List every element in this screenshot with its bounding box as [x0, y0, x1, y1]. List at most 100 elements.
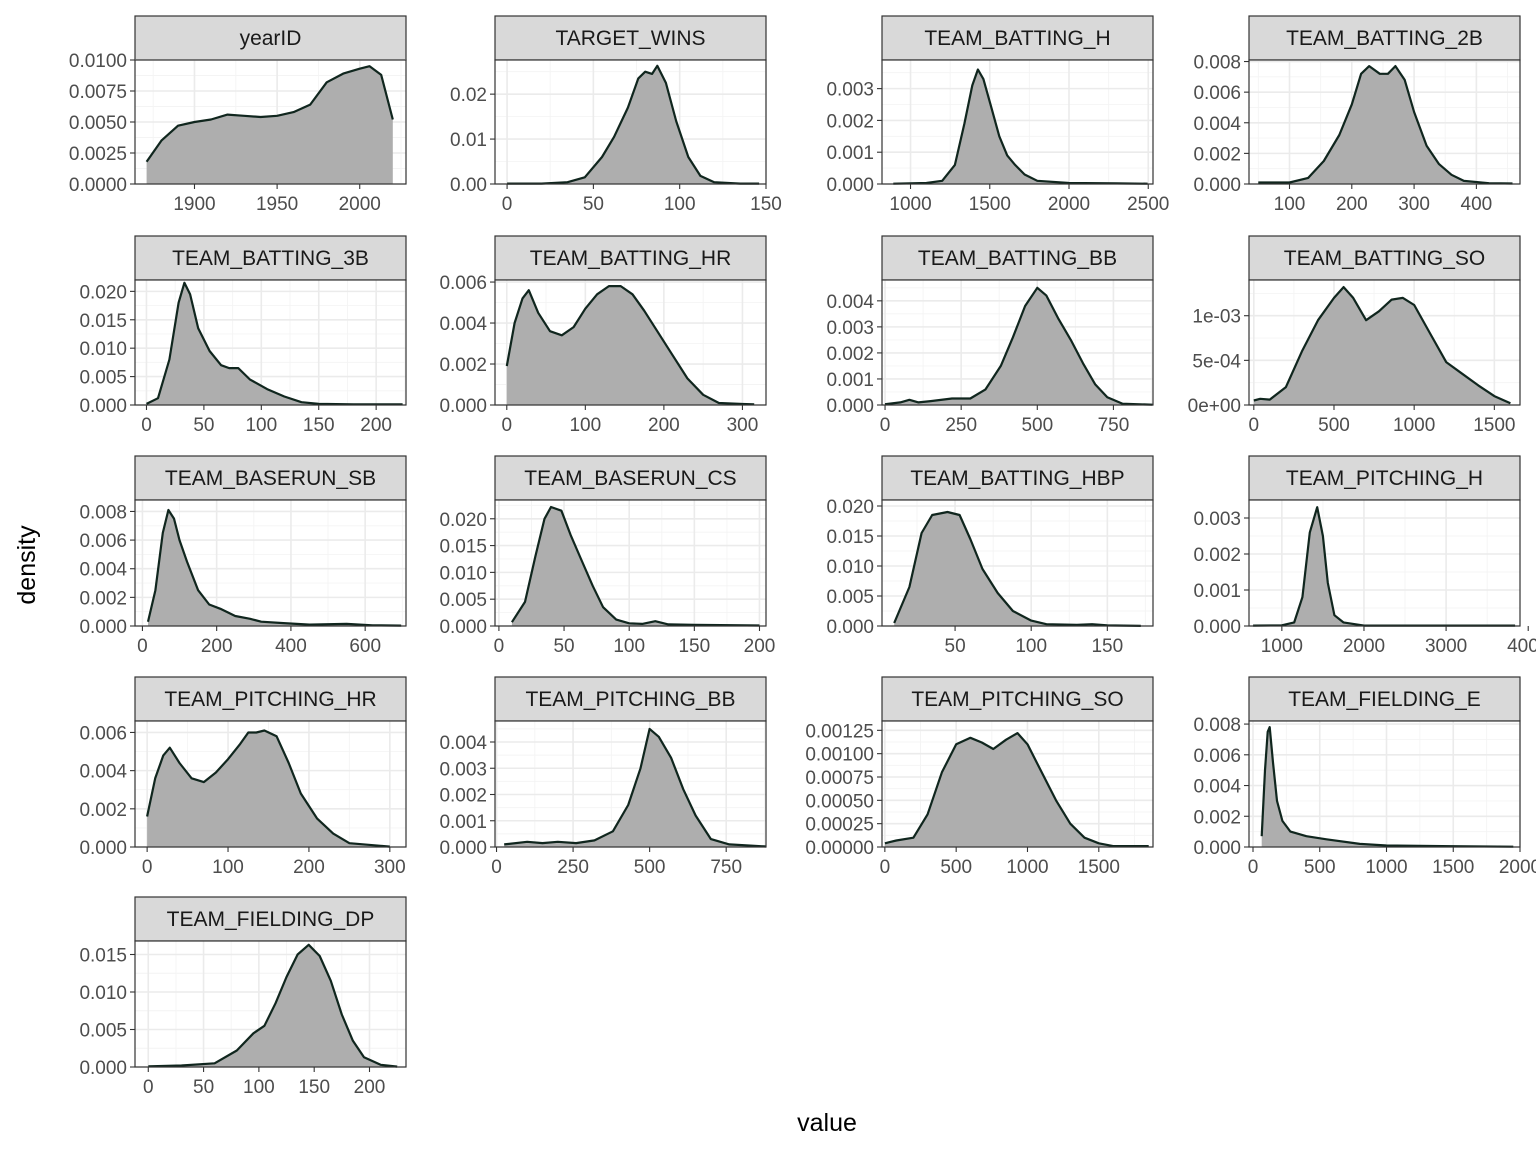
facet-team-baserun-cs: TEAM_BASERUN_CS 0 50 100 150 200 0.000 0.005 0.0…	[439, 455, 775, 657]
y-tick-label: 0.006	[1193, 83, 1241, 104]
panel-border-team-baserun-cs	[494, 499, 767, 627]
y-tick-label: 0.004	[439, 314, 487, 335]
strip-label-team-batting-hbp: TEAM_BATTING_HBP	[910, 467, 1124, 490]
x-tick-label: 50	[193, 1077, 214, 1098]
y-tick-label: 0.0025	[69, 144, 127, 165]
strip-team-pitching-hr	[134, 676, 407, 722]
y-tick-label: 0.000	[79, 838, 127, 859]
density-line-team-batting-3b	[146, 281, 403, 406]
y-tick-label: 0.00000	[805, 838, 874, 859]
y-tick-label: 1e-03	[1192, 307, 1241, 328]
y-tick-label: 0.004	[79, 762, 127, 783]
density-area-team-batting-hbp	[894, 512, 1141, 626]
facet-team-batting-hr: TEAM_BATTING_HR 0 100 200 300 0.000 0.002 0.004…	[439, 235, 767, 436]
density-line-team-batting-2b	[1258, 65, 1513, 185]
panel-border-team-baserun-sb	[134, 499, 407, 627]
strip-label-yearid: yearID	[240, 27, 302, 50]
y-tick-label: 0.010	[826, 557, 874, 578]
x-tick-label: 150	[298, 1077, 330, 1098]
strip-team-batting-2b	[1248, 15, 1521, 61]
density-line-team-batting-h	[893, 68, 1148, 185]
facet-target-wins: TARGET_WINS 0 50 100 150 0.00 0.01 0.02	[450, 15, 782, 215]
x-tick-label: 0	[143, 1077, 154, 1098]
density-area-yearid	[146, 66, 393, 184]
x-tick-label: 750	[710, 857, 742, 878]
panel-border-team-batting-hr	[494, 279, 767, 406]
x-tick-label: 50	[945, 636, 966, 657]
y-tick-label: 0.000	[439, 396, 487, 417]
strip-team-pitching-bb	[494, 676, 767, 722]
x-tick-label: 0	[137, 636, 148, 657]
y-tick-label: 0.001	[826, 370, 874, 391]
density-line-team-batting-hbp	[893, 510, 1141, 627]
panel-border-team-fielding-e	[1248, 720, 1521, 848]
x-tick-label: 0	[880, 857, 891, 878]
y-tick-label: 0.00	[450, 175, 487, 196]
x-tick-label: 50	[553, 636, 574, 657]
x-tick-label: 100	[243, 1077, 275, 1098]
x-tick-label: 500	[1318, 415, 1350, 436]
panel-border-team-batting-2b	[1248, 59, 1521, 185]
density-line-team-batting-hr	[505, 285, 755, 406]
strip-label-team-fielding-dp: TEAM_FIELDING_DP	[167, 908, 375, 931]
y-tick-label: 0.0000	[69, 175, 127, 196]
y-tick-label: 0.00100	[805, 745, 874, 766]
y-tick-label: 0.005	[79, 1021, 127, 1042]
y-tick-label: 0.000	[1193, 617, 1241, 638]
y-tick-label: 0.004	[1193, 114, 1241, 135]
y-tick-label: 0.015	[826, 527, 874, 548]
strip-team-baserun-sb	[134, 455, 407, 501]
y-tick-label: 0.004	[79, 560, 127, 581]
x-tick-label: 150	[303, 415, 335, 436]
strip-yearid	[134, 15, 407, 61]
facet-team-batting-h: TEAM_BATTING_H 1000 1500 2000 2500 0.000 0.001…	[826, 15, 1169, 215]
y-tick-label: 0.01	[450, 130, 487, 151]
density-area-team-pitching-h	[1253, 507, 1516, 626]
x-tick-label: 300	[727, 415, 759, 436]
y-tick-label: 0.00050	[805, 791, 874, 812]
facet-team-batting-3b: TEAM_BATTING_3B 0 50 100 150 200 0.000 0.005 0.0…	[79, 235, 407, 436]
x-tick-label: 500	[1304, 857, 1336, 878]
x-tick-label: 500	[1021, 415, 1053, 436]
density-area-team-batting-2b	[1258, 66, 1513, 184]
y-tick-label: 0.005	[79, 368, 127, 389]
x-tick-label: 100	[1015, 636, 1047, 657]
y-tick-label: 0.001	[1193, 581, 1241, 602]
y-tick-label: 0.003	[826, 80, 874, 101]
strip-label-team-pitching-bb: TEAM_PITCHING_BB	[525, 688, 735, 711]
x-tick-label: 1000	[1365, 857, 1407, 878]
y-tick-label: 0.020	[439, 510, 487, 531]
x-tick-label: 200	[201, 636, 233, 657]
density-area-team-pitching-bb	[504, 728, 766, 847]
y-tick-label: 0.000	[79, 396, 127, 417]
panel-border-target-wins	[494, 59, 767, 185]
x-tick-label: 150	[1091, 636, 1123, 657]
y-tick-label: 0.000	[826, 396, 874, 417]
x-tick-label: 0	[880, 415, 891, 436]
y-tick-label: 0.002	[439, 355, 487, 376]
x-tick-label: 2000	[1343, 636, 1385, 657]
x-tick-label: 2500	[1127, 194, 1169, 215]
y-tick-label: 0.000	[1193, 838, 1241, 859]
strip-label-team-batting-3b: TEAM_BATTING_3B	[172, 247, 369, 270]
x-tick-label: 300	[1398, 194, 1430, 215]
strip-label-team-pitching-h: TEAM_PITCHING_H	[1286, 467, 1483, 490]
strip-label-team-baserun-sb: TEAM_BASERUN_SB	[165, 467, 376, 490]
density-line-target-wins	[507, 64, 760, 185]
x-tick-label: 300	[374, 857, 406, 878]
strip-team-pitching-h	[1248, 455, 1521, 501]
y-tick-label: 0.0075	[69, 82, 127, 103]
x-tick-label: 400	[1461, 194, 1493, 215]
density-line-team-fielding-dp	[148, 943, 398, 1068]
x-tick-label: 2000	[1499, 857, 1536, 878]
x-tick-label: 0	[1248, 857, 1259, 878]
y-tick-label: 0.008	[1193, 53, 1241, 74]
x-tick-label: 150	[750, 194, 782, 215]
facet-team-baserun-sb: TEAM_BASERUN_SB 0 200 400 600 0.000 0.002 0.004…	[79, 455, 407, 657]
facet-team-pitching-hr: TEAM_PITCHING_HR 0 100 200 300 0.000 0.002 0.00…	[79, 676, 407, 878]
panel-border-team-batting-3b	[134, 279, 407, 406]
x-tick-label: 0	[501, 415, 512, 436]
density-area-team-batting-3b	[146, 282, 403, 405]
y-tick-label: 0.000	[826, 175, 874, 196]
facet-team-batting-2b: TEAM_BATTING_2B 100 200 300 400 0.000 0.002 0.0…	[1193, 15, 1521, 215]
